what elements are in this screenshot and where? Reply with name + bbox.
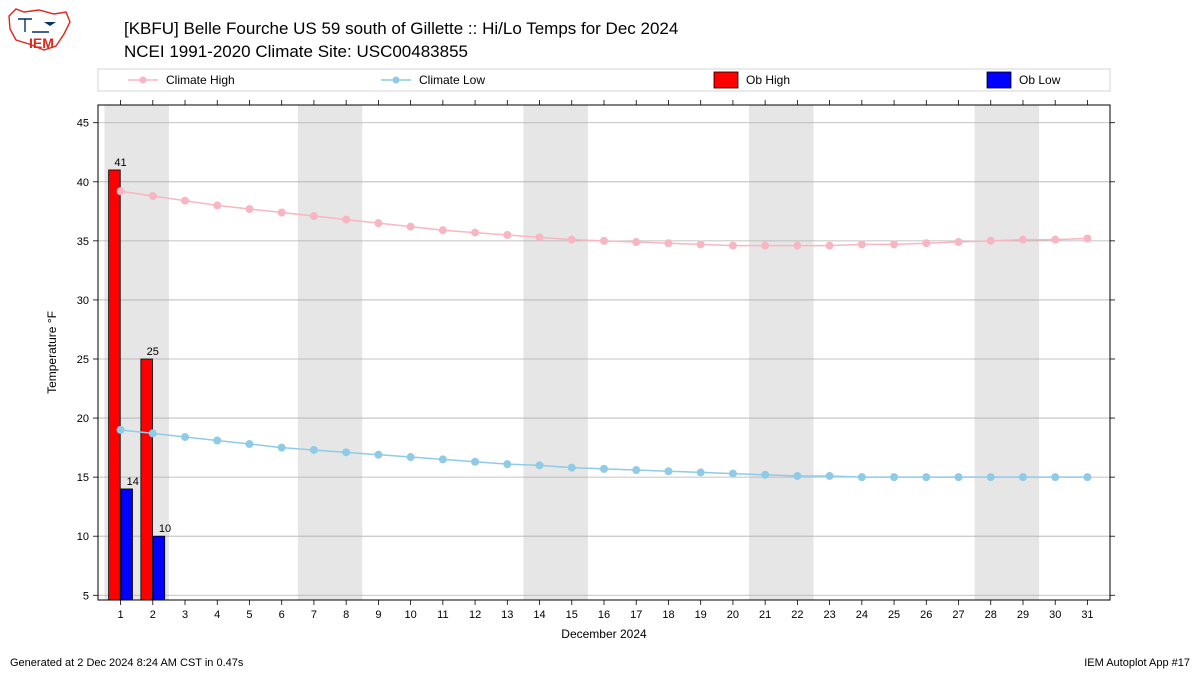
svg-text:7: 7 bbox=[311, 609, 317, 621]
svg-text:31: 31 bbox=[1081, 609, 1093, 621]
svg-text:28: 28 bbox=[985, 609, 997, 621]
svg-text:14: 14 bbox=[127, 476, 139, 488]
footer-app: IEM Autoplot App #17 bbox=[1084, 657, 1190, 669]
svg-text:2: 2 bbox=[150, 609, 156, 621]
svg-text:45: 45 bbox=[77, 118, 89, 130]
svg-text:Climate Low: Climate Low bbox=[419, 73, 485, 87]
svg-text:41: 41 bbox=[114, 157, 126, 169]
svg-text:21: 21 bbox=[759, 609, 771, 621]
svg-text:4: 4 bbox=[214, 609, 220, 621]
svg-text:25: 25 bbox=[147, 346, 159, 358]
svg-text:20: 20 bbox=[727, 609, 739, 621]
svg-text:Ob High: Ob High bbox=[746, 73, 790, 87]
svg-text:23: 23 bbox=[823, 609, 835, 621]
svg-text:22: 22 bbox=[791, 609, 803, 621]
footer-generated: Generated at 2 Dec 2024 8:24 AM CST in 0… bbox=[10, 657, 243, 669]
svg-text:10: 10 bbox=[404, 609, 416, 621]
svg-text:11: 11 bbox=[437, 609, 448, 621]
temperature-chart: 5101520253035404512345678910111213141516… bbox=[0, 0, 1200, 675]
svg-text:Temperature °F: Temperature °F bbox=[45, 311, 59, 394]
svg-text:35: 35 bbox=[77, 236, 89, 248]
svg-text:14: 14 bbox=[533, 609, 545, 621]
svg-text:5: 5 bbox=[83, 590, 89, 602]
svg-text:Ob Low: Ob Low bbox=[1019, 73, 1061, 87]
svg-text:30: 30 bbox=[77, 295, 89, 307]
svg-text:10: 10 bbox=[77, 531, 89, 543]
svg-text:15: 15 bbox=[566, 609, 578, 621]
svg-text:30: 30 bbox=[1049, 609, 1061, 621]
svg-text:19: 19 bbox=[695, 609, 707, 621]
svg-text:16: 16 bbox=[598, 609, 610, 621]
svg-text:5: 5 bbox=[246, 609, 252, 621]
svg-text:26: 26 bbox=[920, 609, 932, 621]
svg-text:December 2024: December 2024 bbox=[561, 627, 647, 641]
svg-text:25: 25 bbox=[888, 609, 900, 621]
svg-text:3: 3 bbox=[182, 609, 188, 621]
svg-text:27: 27 bbox=[952, 609, 964, 621]
svg-text:15: 15 bbox=[77, 472, 89, 484]
svg-text:24: 24 bbox=[856, 609, 868, 621]
svg-text:40: 40 bbox=[77, 177, 89, 189]
svg-text:10: 10 bbox=[159, 523, 171, 535]
svg-text:18: 18 bbox=[662, 609, 674, 621]
svg-text:29: 29 bbox=[1017, 609, 1029, 621]
svg-text:9: 9 bbox=[375, 609, 381, 621]
svg-text:1: 1 bbox=[117, 609, 123, 621]
svg-text:20: 20 bbox=[77, 413, 89, 425]
svg-text:25: 25 bbox=[77, 354, 89, 366]
svg-text:17: 17 bbox=[630, 609, 642, 621]
svg-text:13: 13 bbox=[501, 609, 513, 621]
svg-text:8: 8 bbox=[343, 609, 349, 621]
svg-text:12: 12 bbox=[469, 609, 481, 621]
svg-text:Climate High: Climate High bbox=[166, 73, 235, 87]
svg-text:6: 6 bbox=[279, 609, 285, 621]
